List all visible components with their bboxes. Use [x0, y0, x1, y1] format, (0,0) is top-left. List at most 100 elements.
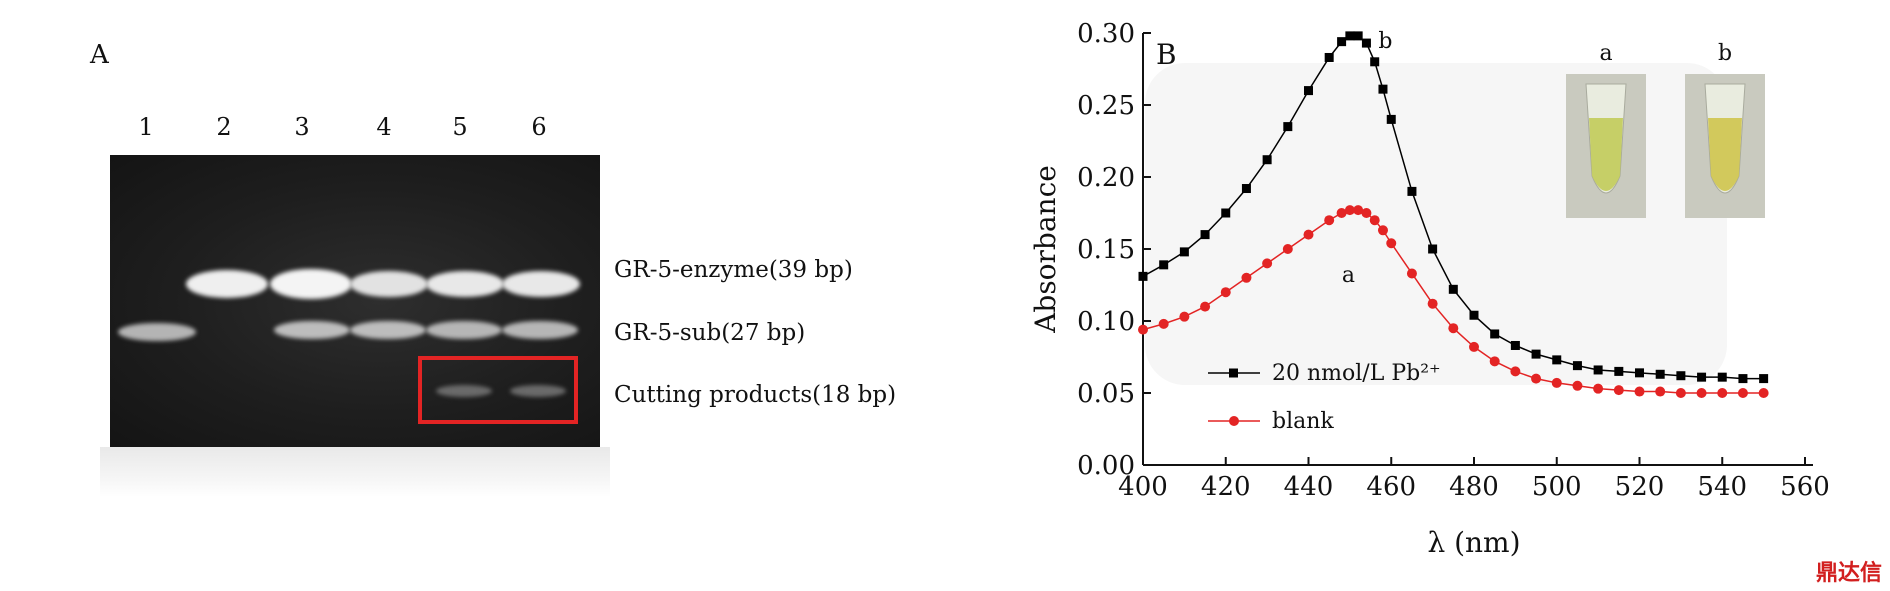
x-tick-label: 420	[1201, 472, 1251, 502]
x-tick-label: 440	[1284, 472, 1334, 502]
watermark-logo: 鼎达信	[1815, 561, 1882, 586]
panel-a-gel: A 1 2 3 4 5 6 GR-5-enzyme(39 bp) GR-5-s	[90, 40, 897, 497]
band-enzyme-lane-4	[350, 271, 428, 297]
y-tick-label: 0.00	[1077, 451, 1135, 481]
data-point	[1262, 155, 1272, 165]
x-tick-label: 540	[1697, 472, 1747, 502]
data-point	[1336, 208, 1347, 218]
band-sub-lane-4	[350, 321, 426, 339]
data-point	[1531, 373, 1542, 384]
band-enzyme-lane-3	[270, 269, 352, 299]
data-point	[1370, 57, 1380, 67]
legend-marker	[1229, 368, 1238, 378]
data-point	[1406, 268, 1417, 279]
band-cut-lane-5	[436, 385, 492, 397]
data-point	[1448, 323, 1459, 334]
data-point	[1407, 186, 1417, 196]
y-tick-label: 0.30	[1077, 19, 1135, 49]
lane-label-5: 5	[452, 113, 468, 141]
data-point	[1241, 272, 1252, 283]
chart-legend: 20 nmol/L Pb²⁺ blank	[1208, 361, 1441, 434]
data-point	[1635, 368, 1644, 378]
data-point	[1303, 229, 1314, 240]
tube-solution	[1589, 118, 1623, 191]
data-point	[1179, 311, 1190, 322]
data-point	[1469, 310, 1479, 320]
y-tick-label: 0.15	[1077, 235, 1135, 265]
data-point	[1552, 355, 1562, 365]
lane-label-1: 1	[138, 113, 154, 141]
data-point	[1614, 366, 1624, 376]
data-point	[1345, 31, 1355, 41]
inset-tube-a: a	[1566, 41, 1646, 218]
x-tick-label: 480	[1449, 472, 1499, 502]
data-point	[1758, 388, 1769, 398]
legend-marker	[1229, 416, 1239, 426]
gel-image-margin	[100, 447, 610, 497]
x-tick-label: 560	[1780, 472, 1830, 502]
y-tick-label: 0.25	[1077, 91, 1135, 121]
band-sub-lane-5	[426, 321, 502, 339]
data-point	[1696, 388, 1707, 398]
tube-solution	[1708, 118, 1742, 191]
data-point	[1634, 386, 1645, 397]
data-point	[1551, 377, 1562, 388]
x-tick-label: 500	[1532, 472, 1582, 502]
band-sub-lane-3	[274, 321, 350, 339]
data-point	[1613, 385, 1624, 396]
data-point	[1324, 215, 1335, 226]
data-point	[1353, 205, 1364, 216]
x-axis-title: λ (nm)	[1427, 526, 1520, 559]
band-sub-lane-1	[118, 323, 196, 341]
data-point	[1361, 208, 1372, 218]
inset-tube-b: b	[1685, 41, 1765, 218]
data-point	[1200, 301, 1211, 312]
band-sub-lane-6	[502, 321, 578, 339]
data-point	[1304, 86, 1313, 96]
data-point	[1324, 52, 1334, 62]
y-axis-title: Absorbance	[1029, 165, 1062, 334]
band-enzyme-lane-2	[186, 270, 268, 298]
data-point	[1200, 230, 1210, 240]
data-point	[1138, 271, 1148, 281]
data-point	[1489, 356, 1500, 367]
data-point	[1241, 184, 1251, 194]
inset-label-a: a	[1599, 41, 1612, 66]
band-cut-lane-6	[510, 385, 566, 397]
data-point	[1759, 374, 1769, 384]
data-point	[1344, 205, 1355, 216]
curve-label-a: a	[1342, 263, 1355, 288]
x-tick-label: 460	[1366, 472, 1416, 502]
chart-axes: 0.00 0.05 0.10 0.15 0.20 0.25 0.30 400 420 440 460…	[1029, 19, 1830, 559]
data-point	[1262, 258, 1273, 269]
cutting-products-highlight-box	[418, 356, 578, 424]
data-point	[1572, 380, 1583, 391]
band-label-cut: Cutting products(18 bp)	[614, 382, 897, 408]
data-point	[1427, 298, 1438, 309]
data-point	[1221, 208, 1231, 218]
data-point	[1697, 372, 1707, 382]
data-point	[1593, 365, 1603, 375]
data-point	[1369, 215, 1380, 226]
data-point	[1158, 318, 1169, 329]
data-point	[1428, 244, 1438, 254]
legend-label: 20 nmol/L Pb²⁺	[1272, 361, 1441, 386]
absorbance-chart: 0.00 0.05 0.10 0.15 0.20 0.25 0.30 400 420 440 460…	[1029, 19, 1830, 559]
data-point	[1510, 366, 1521, 377]
data-point	[1676, 371, 1686, 381]
data-point	[1531, 349, 1541, 359]
series-blank	[1138, 205, 1769, 398]
data-point	[1179, 247, 1189, 257]
data-point	[1337, 37, 1347, 47]
data-point	[1386, 238, 1397, 249]
inset-label-b: b	[1718, 41, 1732, 66]
series-layer: ba	[1138, 29, 1769, 398]
band-enzyme-lane-5	[426, 271, 504, 297]
panel-a-letter: A	[90, 40, 109, 70]
y-tick-label: 0.10	[1077, 307, 1135, 337]
data-point	[1469, 341, 1479, 352]
data-point	[1138, 324, 1148, 335]
lane-label-2: 2	[216, 113, 232, 141]
panel-b-letter: B	[1156, 38, 1177, 71]
